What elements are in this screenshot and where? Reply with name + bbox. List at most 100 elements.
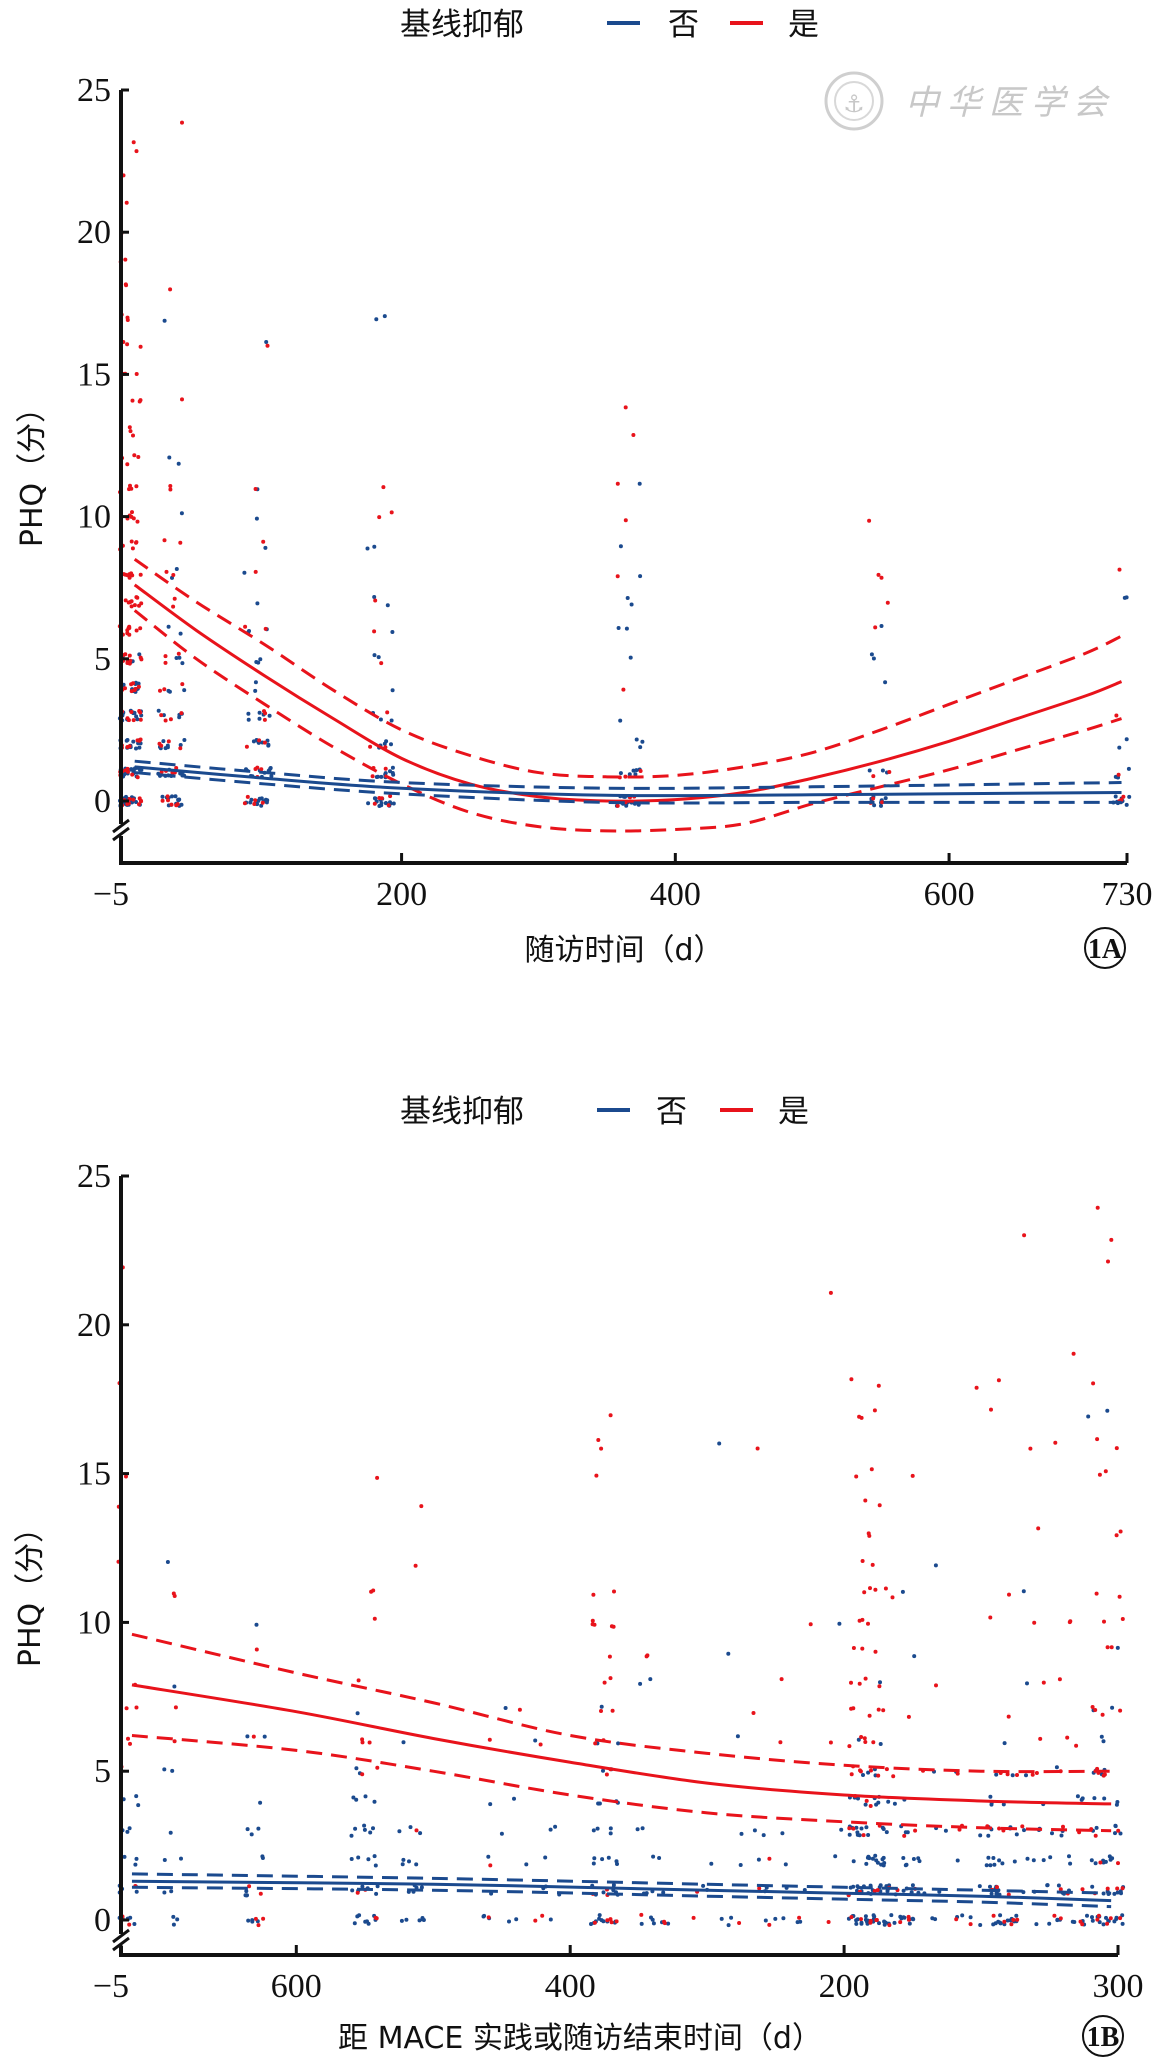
point-no <box>1114 1802 1119 1807</box>
point-yes <box>168 287 173 292</box>
point-yes <box>163 660 168 665</box>
ci-line-yes <box>131 1733 1112 1833</box>
point-no <box>269 774 274 778</box>
point-yes <box>1015 1773 1019 1777</box>
point-no <box>978 1923 983 1927</box>
point-no <box>904 1862 909 1867</box>
point-yes <box>639 1912 644 1917</box>
point-no <box>1056 1883 1061 1888</box>
ci-line-no <box>131 1885 1112 1909</box>
point-no <box>1113 1831 1117 1836</box>
point-no <box>378 717 383 722</box>
point-no <box>614 1859 619 1864</box>
point-no <box>719 1916 724 1921</box>
point-yes <box>1032 1620 1037 1625</box>
watermark-logo: ⚓ 中华医学会 <box>824 71 1107 131</box>
point-yes <box>371 1588 376 1593</box>
point-no <box>901 1888 906 1893</box>
point-no <box>376 655 381 660</box>
point-no <box>246 711 251 716</box>
legend-entry-no: 否 <box>668 7 699 43</box>
point-yes <box>857 1681 862 1686</box>
point-no <box>879 803 883 808</box>
point-no <box>883 796 888 801</box>
point-no <box>349 1833 354 1838</box>
point-yes <box>826 1920 831 1924</box>
point-no <box>363 1919 368 1924</box>
point-no <box>763 1918 768 1923</box>
svg-text:⚓: ⚓ <box>843 90 865 118</box>
y-tick-label: 10 <box>77 1604 111 1641</box>
point-no <box>548 1917 553 1922</box>
point-no <box>254 660 259 664</box>
point-yes <box>131 516 136 521</box>
point-no <box>1086 1414 1091 1419</box>
y-tick-label: 20 <box>77 214 111 251</box>
point-no <box>180 773 185 778</box>
point-no <box>631 768 636 773</box>
point-no <box>1010 1773 1015 1778</box>
point-yes <box>385 710 390 715</box>
point-yes <box>1114 1533 1119 1538</box>
point-yes <box>132 603 137 608</box>
point-no <box>1122 595 1127 600</box>
point-no <box>263 545 268 550</box>
point-yes <box>372 801 377 806</box>
point-yes <box>386 803 391 808</box>
point-yes <box>1015 1917 1020 1922</box>
point-no <box>998 1913 1003 1918</box>
point-yes <box>1118 1529 1123 1534</box>
point-no <box>170 794 174 799</box>
point-yes <box>1115 1886 1120 1891</box>
axis-break-mark <box>112 818 130 834</box>
point-no <box>401 1740 406 1745</box>
point-yes <box>1036 1526 1041 1531</box>
point-no <box>1068 1861 1073 1866</box>
point-yes <box>414 1828 419 1833</box>
point-yes <box>881 1708 886 1713</box>
point-yes <box>252 802 257 806</box>
point-yes <box>164 569 169 574</box>
point-no <box>847 1832 852 1837</box>
point-no <box>417 1918 422 1923</box>
point-yes <box>253 798 258 803</box>
point-no <box>391 801 396 806</box>
point-no <box>634 737 639 742</box>
point-no <box>601 1768 605 1773</box>
point-yes <box>1100 1712 1105 1717</box>
point-no <box>1127 794 1132 799</box>
point-no <box>1000 1861 1005 1866</box>
point-yes <box>134 484 139 489</box>
point-yes <box>873 1587 878 1592</box>
point-no <box>133 1862 138 1867</box>
point-yes <box>767 1856 772 1861</box>
point-yes <box>859 1917 863 1922</box>
point-no <box>738 1863 743 1867</box>
point-no <box>379 801 384 805</box>
point-yes <box>869 1768 873 1773</box>
point-yes <box>847 1744 852 1749</box>
point-yes <box>134 595 139 600</box>
point-yes <box>1030 1772 1035 1777</box>
point-no <box>1025 1681 1029 1686</box>
point-no <box>132 1922 137 1926</box>
point-no <box>901 1856 906 1860</box>
legend-entry-yes: 是 <box>788 7 819 43</box>
point-yes <box>356 1678 361 1683</box>
point-no <box>486 1854 491 1859</box>
point-no <box>780 1831 785 1836</box>
point-yes <box>131 140 136 145</box>
point-yes <box>1009 1922 1014 1927</box>
point-yes <box>808 1622 813 1627</box>
point-yes <box>1098 1860 1103 1865</box>
point-no <box>397 1829 402 1834</box>
point-no <box>385 603 390 608</box>
point-no <box>354 1797 359 1802</box>
point-yes <box>615 803 620 808</box>
point-no <box>352 1921 357 1926</box>
point-no <box>874 1802 879 1807</box>
point-yes <box>137 399 142 404</box>
point-no <box>357 1913 362 1918</box>
point-yes <box>608 1676 613 1681</box>
point-yes <box>1057 1677 1062 1682</box>
